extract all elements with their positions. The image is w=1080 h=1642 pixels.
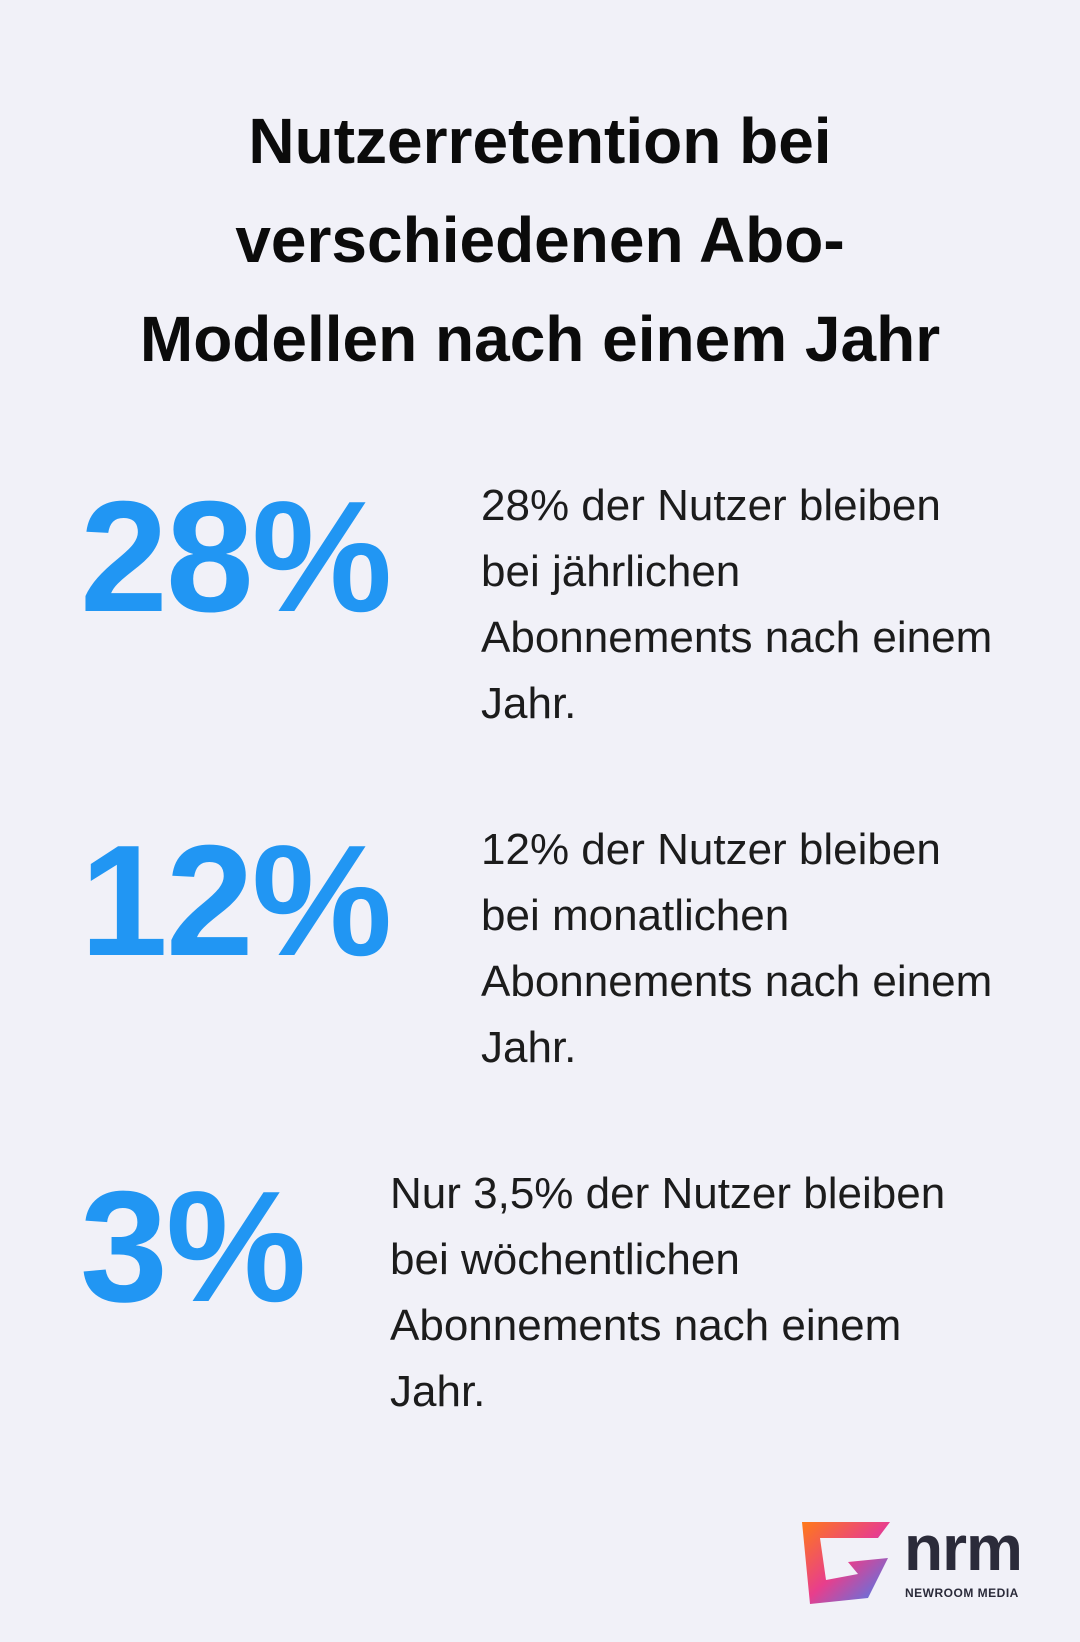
logo-shape xyxy=(802,1522,890,1604)
stat-value: 28% xyxy=(80,469,392,645)
logo-mark xyxy=(802,1522,890,1604)
stat-value: 12% xyxy=(80,813,392,989)
stat-value: 3% xyxy=(80,1159,306,1335)
logo-subtitle: NEWROOM MEDIA xyxy=(905,1586,1019,1600)
logo-name: nrm xyxy=(904,1512,1023,1584)
stat-text: Nur 3,5% der Nutzer bleiben bei wöchentl… xyxy=(390,1169,946,1416)
stat-text: 12% der Nutzer bleiben bei monatlichen A… xyxy=(481,825,993,1072)
title: Nutzerretention bei verschiedenen Abo-Mo… xyxy=(139,105,941,375)
stat-text: 28% der Nutzer bleiben bei jährlichen Ab… xyxy=(481,481,993,728)
